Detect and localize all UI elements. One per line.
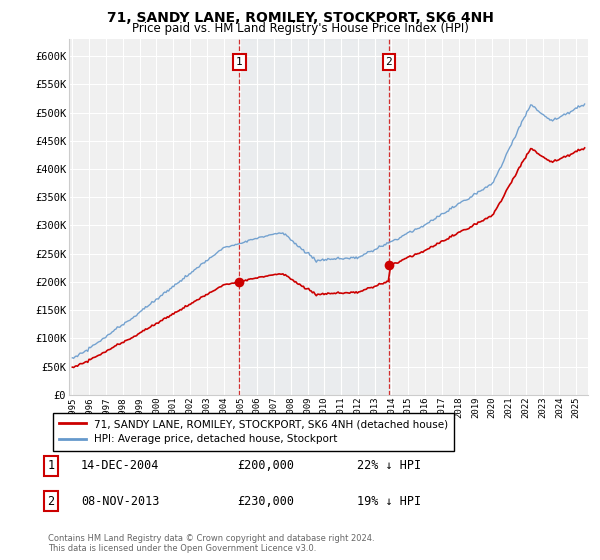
Legend: 71, SANDY LANE, ROMILEY, STOCKPORT, SK6 4NH (detached house), HPI: Average price: 71, SANDY LANE, ROMILEY, STOCKPORT, SK6 … bbox=[53, 413, 454, 451]
Text: 08-NOV-2013: 08-NOV-2013 bbox=[81, 494, 160, 508]
Text: £200,000: £200,000 bbox=[237, 459, 294, 473]
Text: 1: 1 bbox=[236, 57, 243, 67]
Text: £230,000: £230,000 bbox=[237, 494, 294, 508]
Text: 71, SANDY LANE, ROMILEY, STOCKPORT, SK6 4NH: 71, SANDY LANE, ROMILEY, STOCKPORT, SK6 … bbox=[107, 11, 493, 25]
Text: 22% ↓ HPI: 22% ↓ HPI bbox=[357, 459, 421, 473]
Text: 2: 2 bbox=[386, 57, 392, 67]
Text: Price paid vs. HM Land Registry's House Price Index (HPI): Price paid vs. HM Land Registry's House … bbox=[131, 22, 469, 35]
Text: 14-DEC-2004: 14-DEC-2004 bbox=[81, 459, 160, 473]
Bar bbox=[239, 39, 389, 395]
Text: 1: 1 bbox=[47, 459, 55, 473]
Text: Contains HM Land Registry data © Crown copyright and database right 2024.
This d: Contains HM Land Registry data © Crown c… bbox=[48, 534, 374, 553]
Text: 19% ↓ HPI: 19% ↓ HPI bbox=[357, 494, 421, 508]
Text: 2: 2 bbox=[47, 494, 55, 508]
